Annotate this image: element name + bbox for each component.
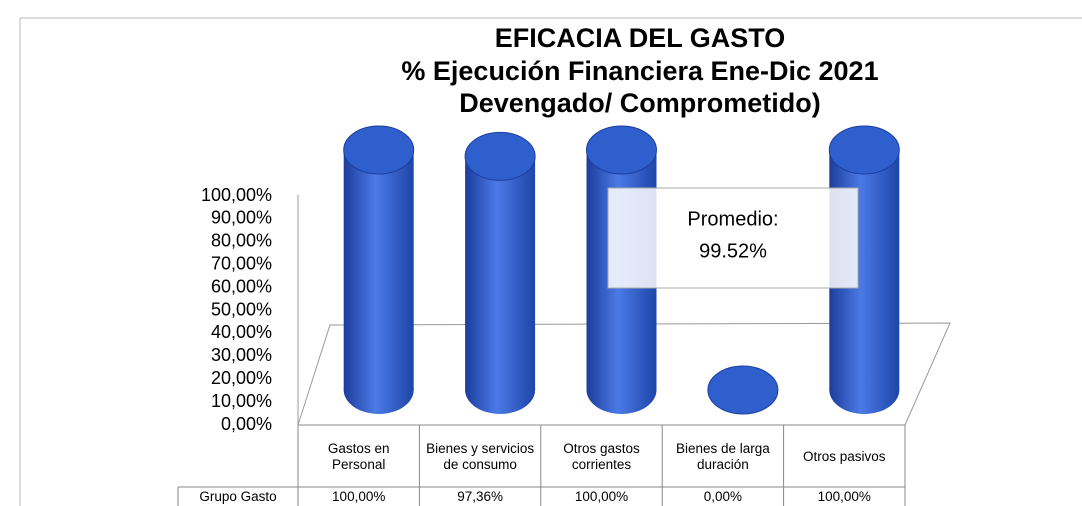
y-tick-label: 30,00% [211, 345, 272, 365]
x-tick-label: Otros gastos corrientes [563, 440, 640, 472]
x-tick-label: Otros pasivos [803, 448, 886, 464]
cylinder-top [707, 365, 779, 415]
x-tick-label: Bienes y servicios de consumo [426, 440, 535, 472]
y-tick-label: 70,00% [211, 253, 272, 273]
data-label: 100,00% [817, 489, 871, 504]
y-tick-label: 100,00% [201, 185, 272, 205]
y-tick-label: 50,00% [211, 299, 272, 319]
annotation: 99.52% [699, 240, 767, 262]
annotation-box [607, 187, 859, 289]
legend-entry: Grupo Gasto [199, 489, 277, 504]
y-tick-label: 80,00% [211, 231, 272, 251]
data-label: 100,00% [574, 489, 629, 504]
cylinder-top [464, 131, 536, 181]
chart-title: % Ejecución Financiera Ene-Dic 2021 [401, 56, 878, 86]
chart-title: Devengado/ Comprometido) [459, 88, 821, 118]
data-label: 97,36% [457, 489, 503, 504]
y-tick-label: 40,00% [211, 322, 272, 342]
y-tick-label: 20,00% [211, 368, 272, 388]
data-label: 0,00% [703, 489, 743, 504]
cylinder-top [343, 125, 415, 175]
cylinder-body [343, 150, 414, 390]
cylinder-top [828, 125, 900, 175]
x-tick-label: Bienes de larga duración [675, 440, 770, 472]
cylinder-bottom [586, 366, 657, 414]
chart-title: EFICACIA DEL GASTO [495, 23, 786, 53]
x-tick-label: Gastos en Personal [327, 440, 390, 472]
annotation: Promedio: [687, 208, 778, 230]
y-tick-label: 10,00% [211, 391, 272, 411]
cylinder-bottom [829, 366, 900, 414]
cylinder-body [465, 156, 536, 390]
y-tick-label: 60,00% [211, 276, 272, 296]
data-label: 100,00% [332, 489, 386, 504]
cylinder-bottom [343, 366, 414, 414]
y-tick-label: 0,00% [221, 414, 272, 434]
cylinder-bottom [465, 366, 536, 414]
y-tick-label: 90,00% [211, 208, 272, 228]
cylinder-top [586, 125, 657, 175]
